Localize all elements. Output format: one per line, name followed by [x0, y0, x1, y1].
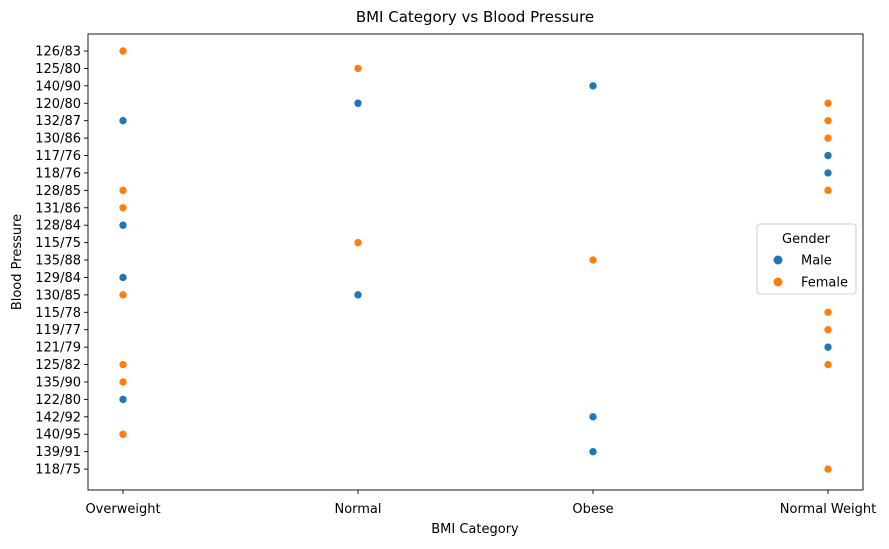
data-point-female [353, 238, 363, 247]
legend-box [756, 223, 857, 295]
y-tick-label: 115/78 [35, 306, 81, 321]
data-point-female [823, 116, 833, 125]
data-point-male [118, 220, 128, 230]
y-tick-label: 120/80 [35, 97, 81, 112]
y-tick-label: 126/83 [35, 45, 81, 60]
data-point-female [353, 64, 363, 73]
data-point-female [118, 46, 128, 56]
data-points [118, 46, 833, 474]
y-tick-label: 140/90 [35, 79, 81, 94]
data-point-male [823, 151, 833, 160]
y-tick-label: 125/80 [35, 62, 81, 77]
data-point-female [823, 186, 833, 195]
y-axis: 126/83 125/80 140/90 120/80 132/87 130/86 117/… [35, 45, 88, 478]
y-tick-label: 118/76 [35, 166, 81, 181]
x-axis: Overweight Normal Obese Normal Weight [85, 490, 876, 517]
data-point-male [353, 98, 363, 108]
y-tick-label: 121/79 [35, 341, 81, 356]
data-point-male [118, 116, 128, 125]
y-tick-label: 142/92 [35, 410, 81, 425]
y-tick-label: 139/91 [35, 445, 81, 460]
y-tick-label: 132/87 [35, 114, 81, 129]
plot-area [87, 33, 864, 491]
legend: Gender Male Female [756, 223, 857, 295]
y-tick-label: 129/84 [35, 271, 81, 286]
data-point-male [588, 412, 598, 422]
y-tick-label: 135/88 [35, 254, 81, 269]
y-tick-label: 125/82 [35, 358, 81, 373]
data-point-female [823, 98, 833, 108]
y-tick-label: 118/75 [35, 463, 81, 478]
y-tick-label: 117/76 [35, 149, 81, 164]
data-point-female [118, 377, 128, 387]
data-point-female [118, 203, 128, 213]
data-point-female [588, 255, 598, 265]
legend-marker-male [773, 255, 783, 265]
data-point-female [823, 360, 833, 369]
data-point-female [823, 307, 833, 317]
y-tick-label: 122/80 [35, 393, 81, 408]
y-axis-label: Blood Pressure [10, 214, 25, 310]
legend-marker-female [773, 277, 783, 287]
x-axis-label: BMI Category [431, 522, 519, 537]
data-point-male [823, 342, 833, 352]
x-tick-label: Normal Weight [780, 502, 876, 517]
y-tick-label: 131/86 [35, 201, 81, 216]
data-point-female [823, 325, 833, 335]
data-point-female [118, 290, 128, 300]
data-point-male [118, 395, 128, 404]
data-point-female [118, 429, 128, 439]
x-tick-label: Overweight [85, 502, 160, 517]
x-tick-label: Obese [572, 502, 613, 517]
y-tick-label: 115/75 [35, 236, 81, 251]
data-point-female [823, 464, 833, 474]
y-tick-label: 128/84 [35, 219, 81, 234]
legend-title: Gender [782, 232, 831, 247]
data-point-female [823, 133, 833, 143]
y-tick-label: 135/90 [35, 375, 81, 390]
chart-title: BMI Category vs Blood Pressure [356, 8, 594, 26]
legend-label-male: Male [801, 254, 832, 269]
y-tick-label: 119/77 [35, 323, 81, 338]
data-point-male [353, 290, 363, 300]
data-point-male [588, 447, 598, 456]
y-tick-label: 128/85 [35, 184, 81, 199]
y-tick-label: 130/86 [35, 132, 81, 147]
data-point-male [118, 273, 128, 282]
data-point-female [118, 360, 128, 369]
data-point-male [823, 168, 833, 178]
y-tick-label: 130/85 [35, 288, 81, 303]
data-point-male [588, 81, 598, 91]
y-tick-label: 140/95 [35, 428, 81, 443]
x-tick-label: Normal [334, 502, 381, 517]
data-point-female [118, 186, 128, 195]
legend-label-female: Female [801, 276, 848, 291]
